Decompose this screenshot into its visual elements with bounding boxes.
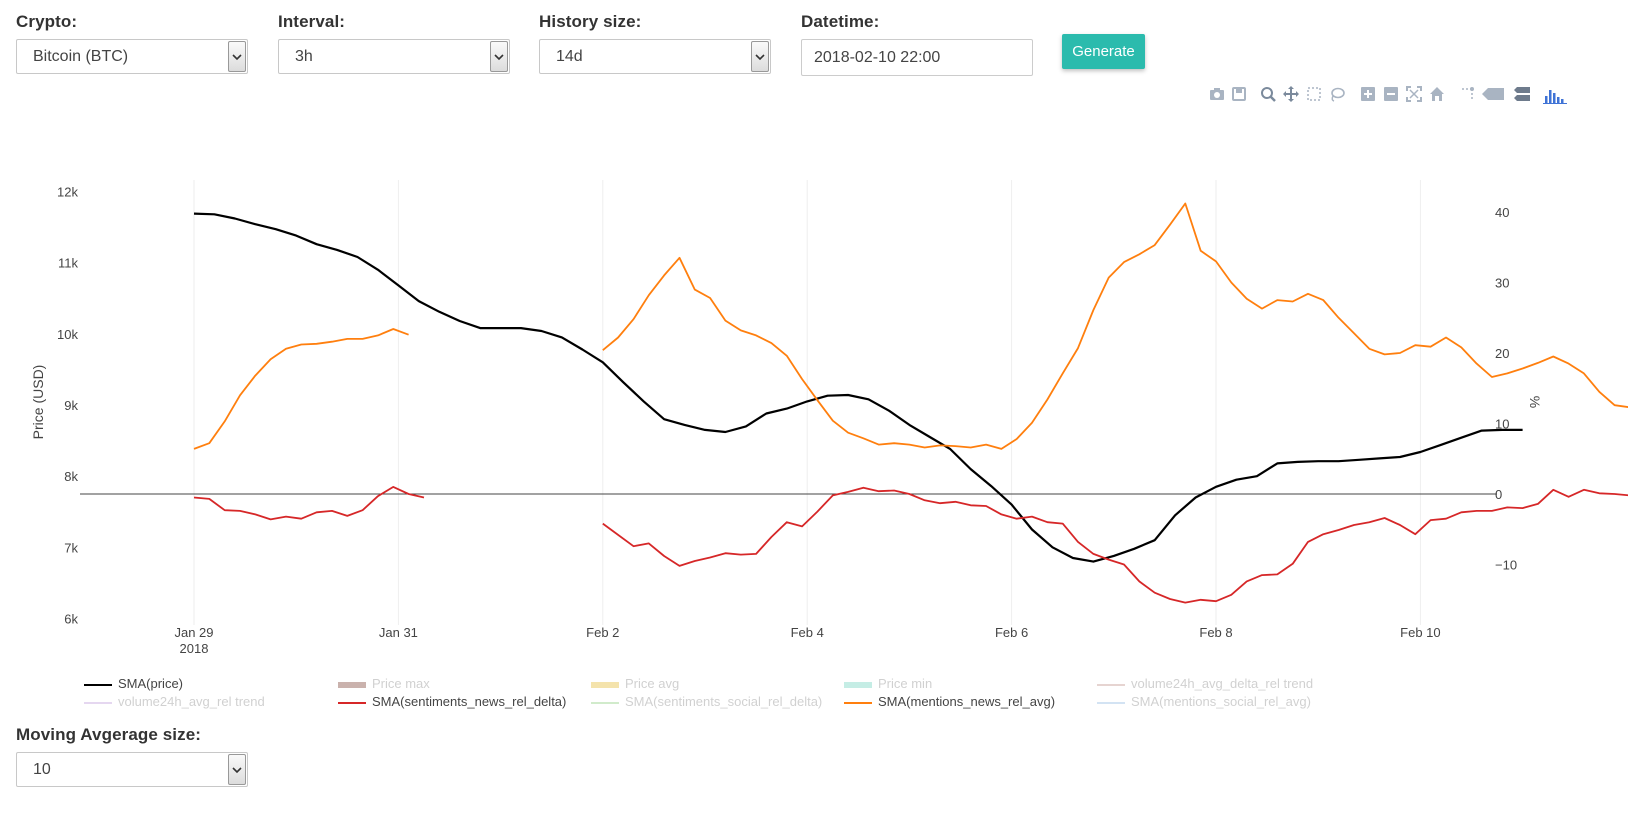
legend-label: Price min [878,676,933,691]
legend-label: Price avg [625,676,680,691]
camera-icon[interactable] [1209,86,1225,107]
x-tick-label: Feb 8 [1199,625,1232,640]
hover-closest-icon[interactable] [1481,86,1505,107]
zoom-icon[interactable] [1260,86,1276,107]
interval-select-value: 3h [295,48,313,65]
moving-average-label: Moving Avgerage size: [16,725,202,744]
legend-label: Price max [372,676,430,691]
history-label: History size: [539,12,642,31]
x-tick-label: Feb 10 [1400,625,1440,640]
legend-swatch [84,684,112,686]
x-tick-label: Feb 6 [995,625,1028,640]
y-left-tick-label: 8k [64,469,78,484]
x-tick-label: Feb 2 [586,625,619,640]
crypto-control: Crypto: Bitcoin (BTC) [16,12,248,74]
price-sentiment-chart[interactable]: 6k 7k 8k 9k 10k 11k 12k −10 0 10 20 30 40 Price (USD)… [0,170,1628,670]
pan-icon[interactable] [1283,86,1299,107]
datetime-input[interactable] [801,39,1033,76]
crypto-select[interactable]: Bitcoin (BTC) [16,39,248,74]
y-left-tick-label: 9k [64,398,78,413]
y-left-tick-label: 7k [64,540,78,555]
legend-swatch [591,702,619,704]
x-tick-label: Jan 29 [174,625,213,640]
series-sma-mentions-news-rel-avg- [193,202,1628,450]
reset-axes-icon[interactable] [1429,86,1445,107]
legend-swatch [844,702,872,704]
chevron-down-icon[interactable] [228,754,246,785]
crypto-label: Crypto: [16,12,78,31]
series-line [602,486,1628,604]
interval-control: Interval: 3h [278,12,510,74]
series-sma-price- [193,212,1523,563]
y-left-tick-label: 6k [64,612,78,627]
chevron-down-icon[interactable] [751,41,769,72]
legend-swatch [1097,684,1125,686]
moving-average-control: Moving Avgerage size: 10 [16,725,248,787]
y-left-tick-label: 12k [57,185,78,200]
moving-average-select-value: 10 [33,761,51,778]
legend-swatch [844,682,872,688]
plotly-logo-icon[interactable] [1543,86,1567,109]
series-line [602,202,1628,450]
y-right-axis-title: % [1527,396,1543,408]
legend-label: volume24h_avg_rel trend [118,694,265,709]
y-left-tick-label: 11k [58,256,78,271]
y-right-tick-label: 10 [1495,417,1509,432]
legend-swatch [338,702,366,704]
interval-label: Interval: [278,12,346,31]
legend-swatch [84,702,112,704]
history-control: History size: 14d [539,12,771,74]
box-select-icon[interactable] [1306,86,1322,107]
y-right-tick-label: −10 [1495,558,1517,573]
y-right-tick-label: 40 [1495,205,1509,220]
moving-average-select[interactable]: 10 [16,752,248,787]
x-tick-sublabel: 2018 [180,641,209,656]
save-icon[interactable] [1231,86,1247,107]
y-left-axis-title: Price (USD) [30,365,46,440]
legend-swatch [338,682,366,688]
x-tick-label: Feb 4 [791,625,824,640]
legend-label: SMA(price) [118,676,184,691]
series-sma-sentiments-news-rel-delta- [193,486,1628,604]
y-left-tick-label: 10k [57,327,78,342]
series-line [193,486,425,521]
legend-label: SMA(sentiments_news_rel_delta) [372,694,567,709]
autoscale-icon[interactable] [1406,86,1422,107]
y-right-tick-label: 30 [1495,276,1509,291]
crypto-select-value: Bitcoin (BTC) [33,48,129,65]
x-tick-label: Jan 31 [379,625,418,640]
datetime-label: Datetime: [801,12,880,31]
interval-select[interactable]: 3h [278,39,510,74]
series-line [193,212,1523,563]
generate-button[interactable]: Generate [1062,34,1145,69]
chevron-down-icon[interactable] [490,41,508,72]
lasso-icon[interactable] [1329,86,1345,107]
spike-lines-icon[interactable] [1459,86,1475,107]
zoom-in-icon[interactable] [1360,86,1376,107]
legend-label: SMA(mentions_social_rel_avg) [1131,694,1311,709]
hover-compare-icon[interactable] [1513,86,1531,107]
legend-label: SMA(mentions_news_rel_avg) [878,694,1056,709]
legend-label: SMA(sentiments_social_rel_delta) [625,694,823,709]
zoom-out-icon[interactable] [1383,86,1399,107]
y-right-tick-label: 20 [1495,346,1509,361]
y-right-tick-label: 0 [1495,487,1502,502]
legend-swatch [591,682,619,688]
legend-label: volume24h_avg_delta_rel trend [1131,676,1314,691]
history-select[interactable]: 14d [539,39,771,74]
datetime-control: Datetime: [801,12,1033,76]
chevron-down-icon[interactable] [228,41,246,72]
history-select-value: 14d [556,48,583,65]
legend-swatch [1097,702,1125,704]
series-line [193,328,409,450]
